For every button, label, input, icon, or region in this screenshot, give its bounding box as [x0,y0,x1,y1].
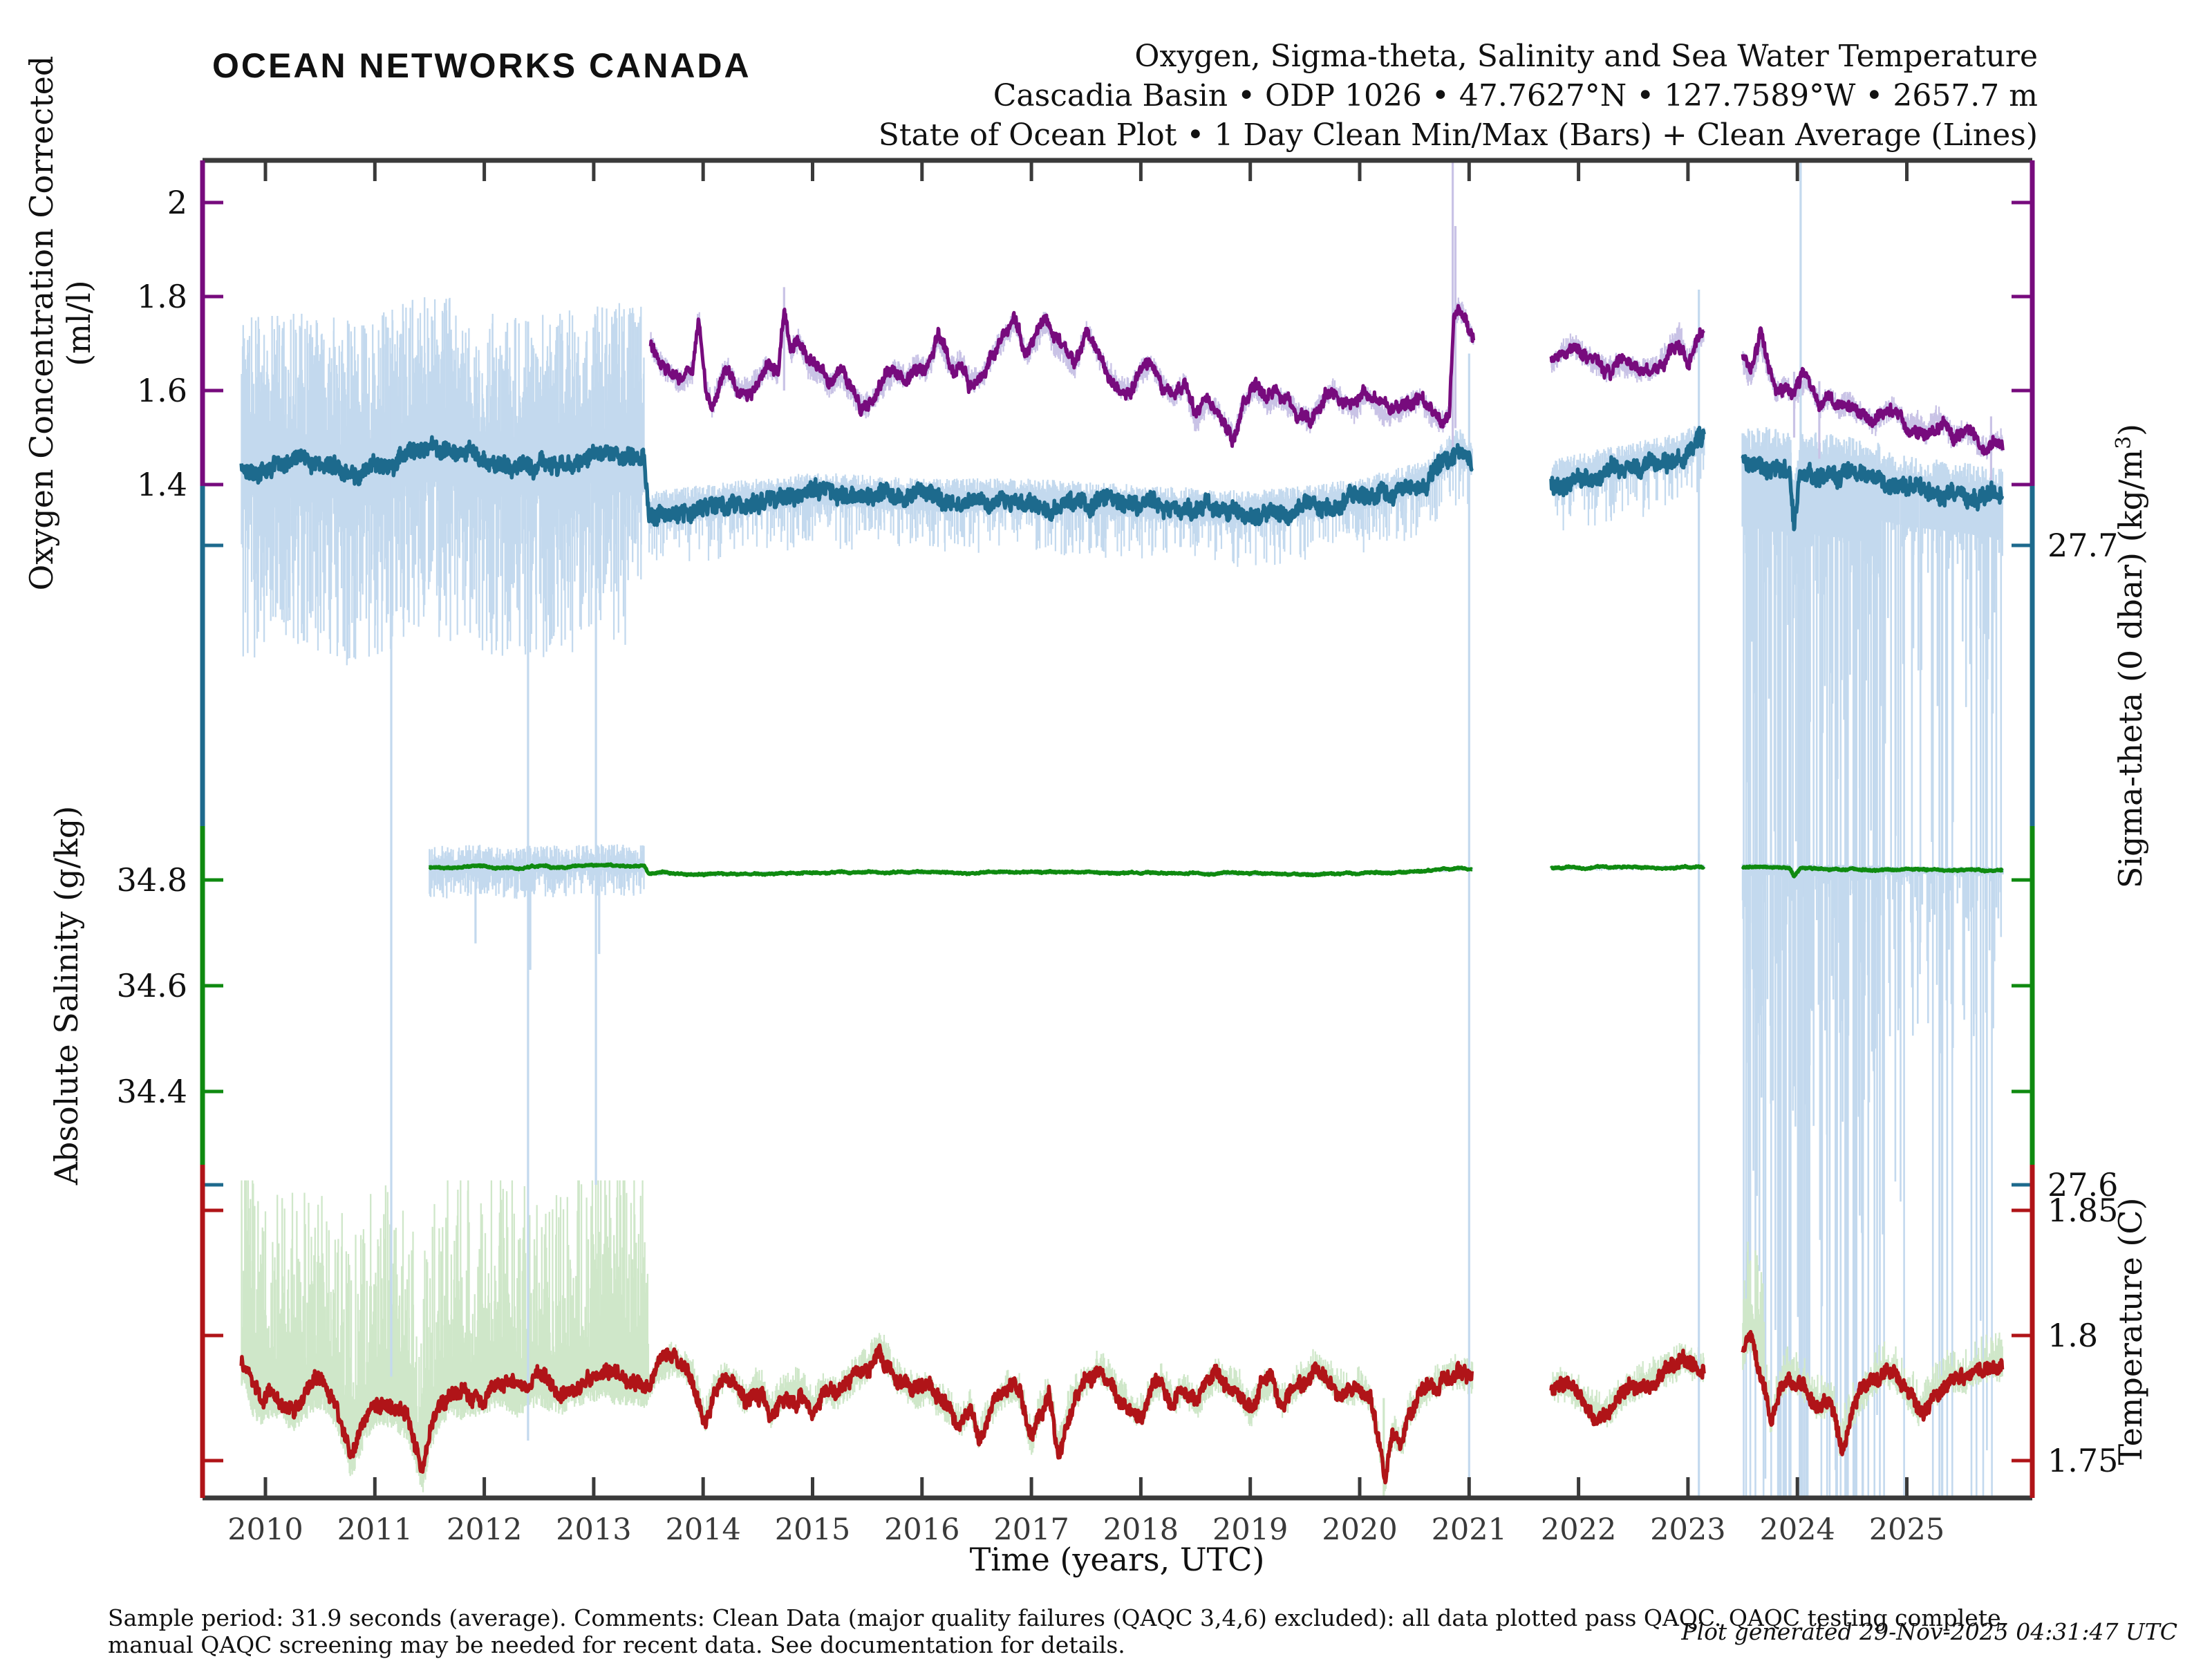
footer: Sample period: 31.9 seconds (average). C… [108,1604,2177,1658]
x-tick-label-2020: 2020 [1322,1512,1397,1547]
x-tick-label-2021: 2021 [1432,1512,1507,1547]
x-tick-label-2011: 2011 [337,1512,413,1547]
x-tick-label-2010: 2010 [227,1512,303,1547]
sigma_theta-minmax-bars [1741,427,1881,1498]
salinity-tick-label-34.8: 34.8 [117,861,187,899]
absolute_salinity-average-line [428,862,2005,879]
x-tick-label-2015: 2015 [775,1512,850,1547]
oxygen-tick-label-1.8: 1.8 [137,278,187,315]
chart-title: Oxygen, Sigma-theta, Salinity and Sea Wa… [879,39,2038,153]
sigma-tick-label-27.7: 27.7 [2047,527,2118,564]
absolute_salinity-minmax-bars [1741,863,1881,1135]
temperature-tick-label-1.8: 1.8 [2047,1317,2098,1354]
x-tick-label-2012: 2012 [447,1512,522,1547]
chart-title-line-1: Oxygen, Sigma-theta, Salinity and Sea Wa… [1134,39,2038,74]
plot-generated-timestamp: Plot generated 29-Nov-2025 04:31:47 UTC [1680,1618,2177,1645]
sigma_theta-minmax-bars [241,297,645,666]
sigma_theta-average-line [239,425,2005,532]
x-tick-label-2018: 2018 [1103,1512,1179,1547]
x-tick-label-2025: 2025 [1869,1512,1944,1547]
footer-comment-line-1: Sample period: 31.9 seconds (average). C… [108,1604,2008,1631]
x-tick-label-2023: 2023 [1650,1512,1725,1547]
chart-title-line-3: State of Ocean Plot • 1 Day Clean Min/Ma… [879,118,2038,153]
x-tick-label-2013: 2013 [556,1512,631,1547]
salinity-tick-label-34.4: 34.4 [117,1073,187,1110]
x-tick-label-2017: 2017 [993,1512,1069,1547]
salinity-tick-label-34.6: 34.6 [117,967,187,1004]
average-lines-layer [239,303,2005,1485]
minmax-bars-layer [241,160,2004,1498]
x-tick-label-2019: 2019 [1212,1512,1288,1547]
salinity-axis-title: Absolute Salinity (g/kg) [48,806,85,1186]
oxygen-tick-label-2: 2 [167,184,187,221]
temperature-tick-label-1.75: 1.75 [2047,1442,2118,1479]
temperature-average-line [239,1329,2005,1485]
temperature-minmax-bars [241,1180,650,1492]
sigma-axis-title: Sigma-theta (0 dbar) (kg/m3) [2112,424,2149,888]
absolute_salinity-minmax-bars [429,844,645,899]
axes-layer: 2010 2011 2012 2013 2014 2015 2016 2017 2018 2019… [23,56,2149,1547]
temperature-tick-label-1.85: 1.85 [2047,1192,2118,1229]
temperature-axis-title: Temperature (C) [2112,1197,2149,1465]
oxygen-tick-label-1.6: 1.6 [137,372,187,409]
footer-comment-line-2: manual QAQC screening may be needed for … [108,1631,1125,1658]
oxygen_concentration-average-line [648,303,2005,456]
oxygen_concentration-outlier-bars [782,161,1992,485]
x-tick-label-2022: 2022 [1541,1512,1616,1547]
x-tick-label-2014: 2014 [665,1512,740,1547]
x-tick-label-2016: 2016 [884,1512,959,1547]
oxygen-axis-title-units: (ml/l) [60,280,97,366]
temperature-minmax-bars [648,1333,1705,1492]
x-tick-label-2024: 2024 [1759,1512,1835,1547]
x-axis-title: Time (years, UTC) [970,1541,1265,1578]
onc-logo: OCEAN NETWORKS CANADA [212,46,751,85]
oxygen-axis-title: Oxygen Concentration Corrected [23,56,60,591]
chart-title-line-2: Cascadia Basin • ODP 1026 • 47.7627°N • … [993,78,2038,113]
absolute_salinity-outlier-bars [474,837,1802,1134]
sigma-tick-label-27.6: 27.6 [2047,1166,2118,1203]
oxygen-tick-label-1.4: 1.4 [137,466,187,503]
